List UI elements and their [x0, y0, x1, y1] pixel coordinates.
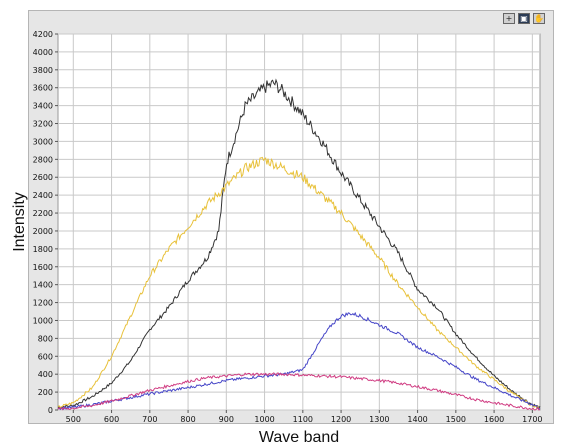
x-tick-label: 1400	[407, 415, 427, 424]
y-tick-label: 1200	[33, 299, 53, 308]
y-tick-label: 0	[48, 406, 53, 415]
y-tick-label: 2800	[33, 155, 53, 164]
cursor-move-icon[interactable]: +	[503, 13, 515, 24]
y-tick-label: 4200	[33, 30, 53, 39]
y-tick-label: 2400	[33, 191, 53, 200]
x-tick-label: 1700	[522, 415, 542, 424]
series-line-2	[57, 156, 540, 410]
y-tick-label: 1000	[33, 316, 53, 325]
series-layer	[57, 78, 541, 411]
x-tick-label: 500	[66, 415, 81, 424]
y-tick-label: 1800	[33, 245, 53, 254]
y-tick-label: 4000	[33, 48, 53, 57]
y-tick-label: 600	[38, 352, 53, 361]
y-tick-label: 3000	[33, 137, 53, 146]
x-tick-label: 1100	[293, 415, 313, 424]
y-tick-label: 2600	[33, 173, 53, 182]
x-tick-label: 700	[142, 415, 157, 424]
y-axis-title: Intensity	[11, 192, 28, 252]
y-tick-label: 1400	[33, 281, 53, 290]
y-tick-label: 2200	[33, 209, 53, 218]
y-tick-label: 200	[38, 388, 53, 397]
y-tick-label: 3800	[33, 66, 53, 75]
x-axis-title: Wave band	[259, 429, 339, 446]
series-line-3	[57, 311, 541, 411]
x-tick-label: 1500	[446, 415, 466, 424]
series-line-1	[57, 78, 541, 410]
grid-lines	[58, 33, 540, 411]
series-line-4	[57, 372, 541, 411]
y-tick-label: 1600	[33, 263, 53, 272]
x-tick-label: 600	[104, 415, 119, 424]
x-tick-label: 1200	[331, 415, 351, 424]
graph-palette: + ▣ ✋	[503, 13, 545, 25]
x-tick-label: 900	[219, 415, 234, 424]
x-tick-label: 800	[180, 415, 195, 424]
y-tick-label: 3200	[33, 120, 53, 129]
zoom-icon[interactable]: ▣	[518, 13, 530, 24]
y-tick-label: 2000	[33, 227, 53, 236]
x-tick-label: 1600	[484, 415, 504, 424]
x-tick-label: 1300	[369, 415, 389, 424]
plot-area	[57, 33, 541, 411]
x-tick-label: 1000	[254, 415, 274, 424]
axes: 500 600 700 800 900 1000 1100 1200 1300 1400 1500 1…	[33, 30, 543, 424]
y-tick-label: 3400	[33, 102, 53, 111]
pan-hand-icon[interactable]: ✋	[533, 13, 545, 24]
y-tick-label: 3600	[33, 84, 53, 93]
y-tick-label: 400	[38, 370, 53, 379]
y-tick-label: 800	[38, 334, 53, 343]
